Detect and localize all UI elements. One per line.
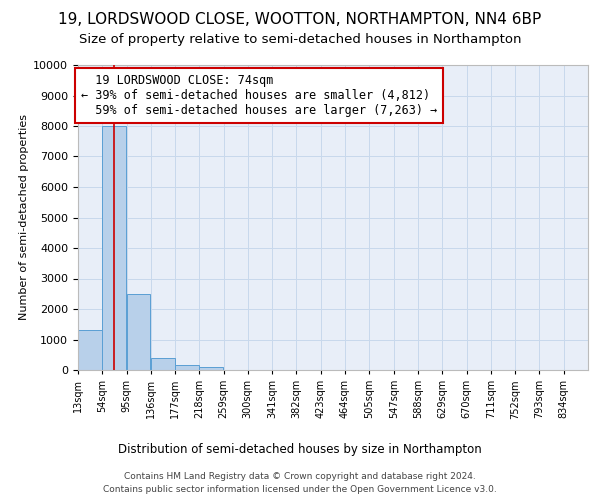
Bar xyxy=(127,294,151,370)
Bar xyxy=(78,330,102,370)
Bar xyxy=(199,367,223,370)
Text: 19 LORDSWOOD CLOSE: 74sqm
← 39% of semi-detached houses are smaller (4,812)
  59: 19 LORDSWOOD CLOSE: 74sqm ← 39% of semi-… xyxy=(81,74,437,117)
Text: Size of property relative to semi-detached houses in Northampton: Size of property relative to semi-detach… xyxy=(79,32,521,46)
Text: Distribution of semi-detached houses by size in Northampton: Distribution of semi-detached houses by … xyxy=(118,442,482,456)
Y-axis label: Number of semi-detached properties: Number of semi-detached properties xyxy=(19,114,29,320)
Text: Contains HM Land Registry data © Crown copyright and database right 2024.: Contains HM Land Registry data © Crown c… xyxy=(124,472,476,481)
Text: Contains public sector information licensed under the Open Government Licence v3: Contains public sector information licen… xyxy=(103,485,497,494)
Bar xyxy=(175,366,199,370)
Bar xyxy=(102,126,126,370)
Bar xyxy=(151,358,175,370)
Text: 19, LORDSWOOD CLOSE, WOOTTON, NORTHAMPTON, NN4 6BP: 19, LORDSWOOD CLOSE, WOOTTON, NORTHAMPTO… xyxy=(58,12,542,28)
